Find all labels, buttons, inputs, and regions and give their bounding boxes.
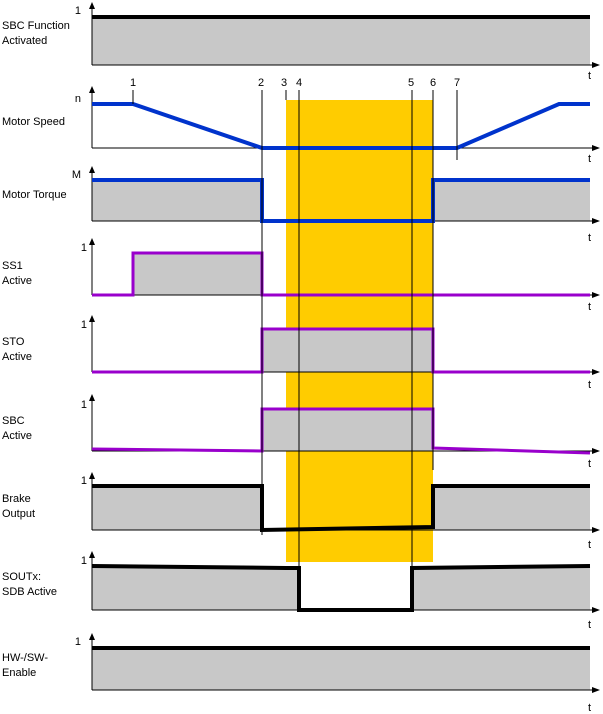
sbc-active-x-arrow	[592, 448, 600, 454]
sto-label-line1: STO	[2, 336, 25, 348]
motor-speed-y-arrow	[89, 86, 95, 93]
event-marker-1: 1	[130, 77, 136, 89]
sbc-function-label-line1: SBC Function	[2, 20, 70, 32]
event-marker-4: 4	[296, 77, 302, 89]
ss1-trace	[92, 251, 590, 297]
motor-torque-label-line1: Motor Torque	[2, 189, 67, 201]
brake-output-x-arrow	[592, 527, 600, 533]
sbc-active-fill	[262, 409, 433, 451]
brake-output-fill-left	[92, 486, 262, 530]
sbc-active-label-line2: Active	[2, 430, 32, 442]
sbc-function-ylabel: 1	[75, 5, 81, 17]
soutx-label-line2: SDB Active	[2, 586, 57, 598]
motor-torque-ylabel: M	[72, 169, 81, 181]
motor-torque-fill-right	[433, 180, 590, 221]
ss1-ylabel: 1	[81, 242, 87, 254]
soutx-fill-left	[92, 566, 299, 610]
brake-output-time-label: t	[588, 539, 591, 551]
brake-output-fill-right	[433, 486, 590, 530]
motor-speed-time-label: t	[588, 153, 591, 165]
sto-trace	[92, 327, 590, 374]
soutx-x-arrow	[592, 607, 600, 613]
motor-speed-ylabel: n	[75, 93, 81, 105]
sbc-function-fill	[92, 17, 590, 65]
motor-torque-time-label: t	[588, 232, 591, 244]
motor-torque-y-arrow	[89, 166, 95, 173]
hw-sw-enable-y-arrow	[89, 633, 95, 640]
soutx-fill-right	[412, 568, 590, 610]
event-marker-5: 5	[408, 77, 414, 89]
sto-x-arrow	[592, 369, 600, 375]
sbc-active-trace	[91, 407, 591, 455]
sbc-active-ylabel: 1	[81, 399, 87, 411]
soutx-y-arrow	[89, 551, 95, 558]
sbc-function-x-arrow	[592, 62, 600, 68]
motor-torque-fill-left	[92, 180, 262, 221]
event-marker-6: 6	[430, 77, 436, 89]
sbc-function-y-arrow	[89, 2, 95, 9]
event-marker-7: 7	[454, 77, 460, 89]
sto-fill	[262, 329, 433, 372]
event-marker-2: 2	[258, 77, 264, 89]
ss1-label-line1: SS1	[2, 260, 23, 272]
hw-sw-enable-time-label: t	[588, 702, 591, 714]
brake-output-trace	[92, 484, 590, 533]
sto-time-label: t	[588, 379, 591, 391]
sbc-active-y-arrow	[89, 394, 95, 401]
motor-torque-x-arrow	[592, 218, 600, 224]
sbc-active-time-label: t	[588, 458, 591, 470]
soutx-label-line1: SOUTx:	[2, 571, 41, 583]
sbc-function-label-line2: Activated	[2, 35, 47, 47]
brake-output-label-line1: Brake	[2, 493, 31, 505]
soutx-time-label: t	[588, 619, 591, 631]
ss1-fill	[133, 253, 262, 295]
hw-sw-enable-x-arrow	[592, 687, 600, 693]
ss1-time-label: t	[588, 301, 591, 313]
hw-sw-enable-label-line2: Enable	[2, 667, 36, 679]
sto-y-arrow	[89, 315, 95, 322]
motor-speed-trace	[92, 102, 590, 150]
motor-speed-x-arrow	[592, 145, 600, 151]
brake-output-label-line2: Output	[2, 508, 35, 520]
hw-sw-enable-ylabel: 1	[75, 636, 81, 648]
ss1-label-line2: Active	[2, 275, 32, 287]
hw-sw-enable-fill	[92, 648, 590, 690]
soutx-ylabel: 1	[81, 555, 87, 567]
hw-sw-enable-label-line1: HW-/SW-	[2, 652, 48, 664]
brake-output-ylabel: 1	[81, 475, 87, 487]
brake-output-y-arrow	[89, 472, 95, 479]
sto-label-line2: Active	[2, 351, 32, 363]
motor-torque-trace	[92, 178, 590, 223]
motor-speed-label-line1: Motor Speed	[2, 116, 65, 128]
ss1-y-arrow	[89, 238, 95, 245]
sbc-function-time-label: t	[588, 70, 591, 82]
sbc-active-label-line1: SBC	[2, 415, 25, 427]
ss1-x-arrow	[592, 292, 600, 298]
sto-ylabel: 1	[81, 319, 87, 331]
event-marker-3: 3	[281, 77, 287, 89]
